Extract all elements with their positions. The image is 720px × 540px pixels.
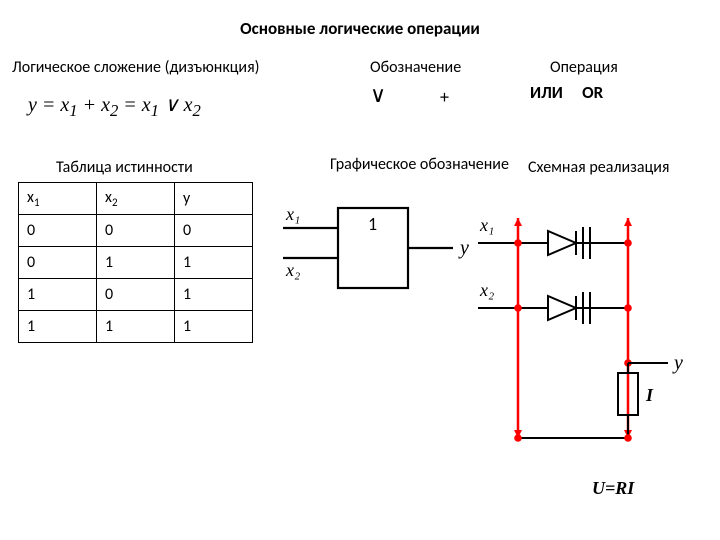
gate-diagram: x₁ x₂ y 1 — [278, 198, 488, 318]
operation-label: Операция — [550, 58, 618, 77]
cell: 0 — [97, 279, 175, 311]
cell: 1 — [97, 247, 175, 279]
svg-text:x₂: x₂ — [479, 280, 494, 300]
th-y: y — [175, 183, 253, 215]
cell: 1 — [19, 279, 97, 311]
svg-text:I: I — [645, 385, 654, 405]
notation-or-symbol: ∨ — [370, 82, 414, 108]
cell: 0 — [19, 215, 97, 247]
ohms-law: U=RI — [592, 478, 634, 499]
formula: y = x1 + x2 = x1 ∨ x2 — [28, 92, 201, 121]
svg-text:x₁: x₁ — [285, 204, 300, 224]
cell: 0 — [175, 215, 253, 247]
th-x1: x1 — [19, 183, 97, 215]
schematic-title: Схемная реализация — [528, 158, 670, 177]
cell: 1 — [175, 279, 253, 311]
cell: 0 — [19, 247, 97, 279]
cell: 0 — [97, 215, 175, 247]
subtitle: Логическое сложение (дизъюнкция) — [12, 58, 260, 77]
svg-text:x₁: x₁ — [479, 215, 494, 235]
operation-names: ИЛИ OR — [530, 82, 603, 103]
cell: 1 — [19, 311, 97, 343]
svg-text:y: y — [672, 352, 683, 374]
schematic-diagram: x₁ x₂ yI — [478, 188, 708, 468]
cell: 1 — [97, 311, 175, 343]
svg-text:y: y — [458, 237, 469, 259]
svg-text:x₂: x₂ — [285, 260, 300, 280]
svg-text:1: 1 — [368, 213, 377, 235]
cell: 1 — [175, 247, 253, 279]
truth-table: x1 x2 y 000 011 101 111 — [18, 182, 253, 343]
page-title: Основные логические операции — [0, 0, 720, 39]
truth-table-title: Таблица истинности — [56, 158, 193, 177]
notation-label: Обозначение — [370, 58, 461, 77]
th-x2: x2 — [97, 183, 175, 215]
notation-plus-symbol: + — [440, 86, 449, 108]
graphic-title: Графическое обозначение — [330, 155, 509, 174]
cell: 1 — [175, 311, 253, 343]
